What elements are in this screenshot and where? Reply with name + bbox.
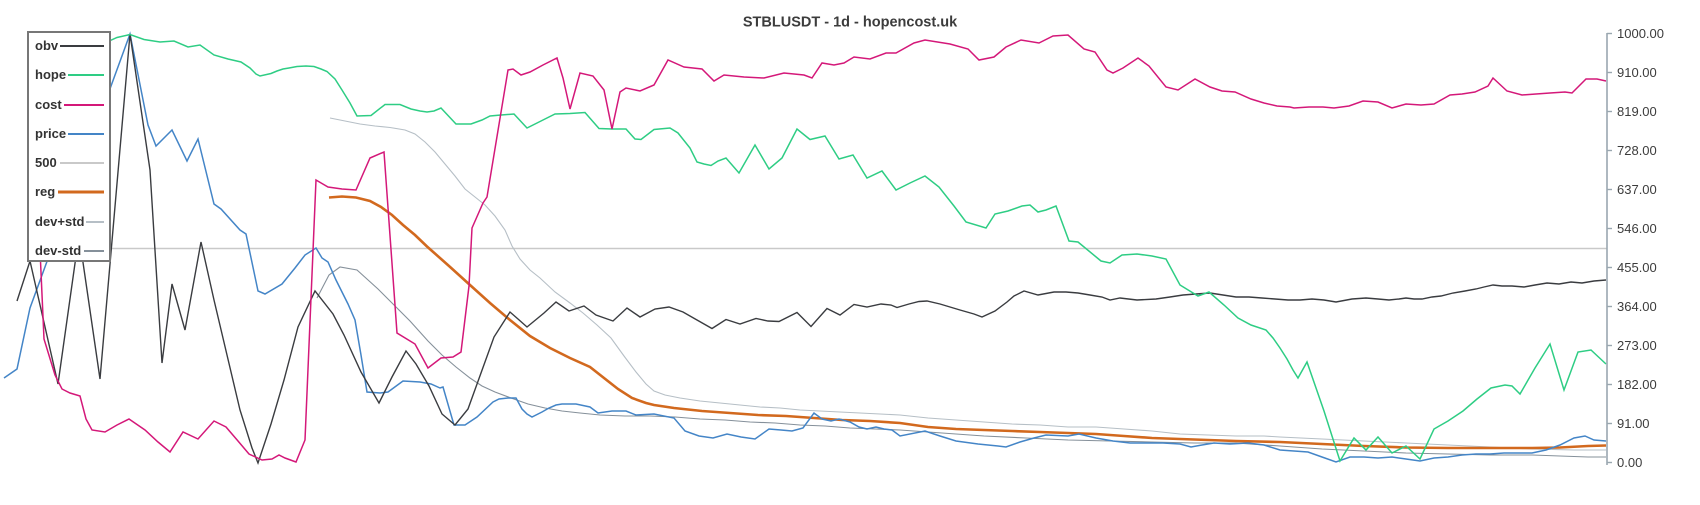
svg-text:91.00: 91.00 — [1617, 416, 1650, 431]
svg-text:728.00: 728.00 — [1617, 143, 1657, 158]
svg-text:182.00: 182.00 — [1617, 377, 1657, 392]
svg-text:hope: hope — [35, 67, 66, 82]
svg-text:455.00: 455.00 — [1617, 260, 1657, 275]
svg-text:dev+std: dev+std — [35, 214, 85, 229]
svg-text:364.00: 364.00 — [1617, 299, 1657, 314]
svg-text:1000.00: 1000.00 — [1617, 26, 1664, 41]
svg-text:500: 500 — [35, 155, 57, 170]
svg-text:910.00: 910.00 — [1617, 65, 1657, 80]
svg-text:reg: reg — [35, 184, 55, 199]
svg-text:819.00: 819.00 — [1617, 104, 1657, 119]
svg-text:cost: cost — [35, 97, 62, 112]
svg-text:obv: obv — [35, 38, 59, 53]
svg-text:637.00: 637.00 — [1617, 182, 1657, 197]
svg-text:price: price — [35, 126, 66, 141]
svg-text:0.00: 0.00 — [1617, 455, 1642, 470]
svg-text:STBLUSDT - 1d - hopencost.uk: STBLUSDT - 1d - hopencost.uk — [743, 15, 958, 31]
svg-text:dev-std: dev-std — [35, 243, 81, 258]
svg-text:273.00: 273.00 — [1617, 338, 1657, 353]
svg-text:546.00: 546.00 — [1617, 221, 1657, 236]
